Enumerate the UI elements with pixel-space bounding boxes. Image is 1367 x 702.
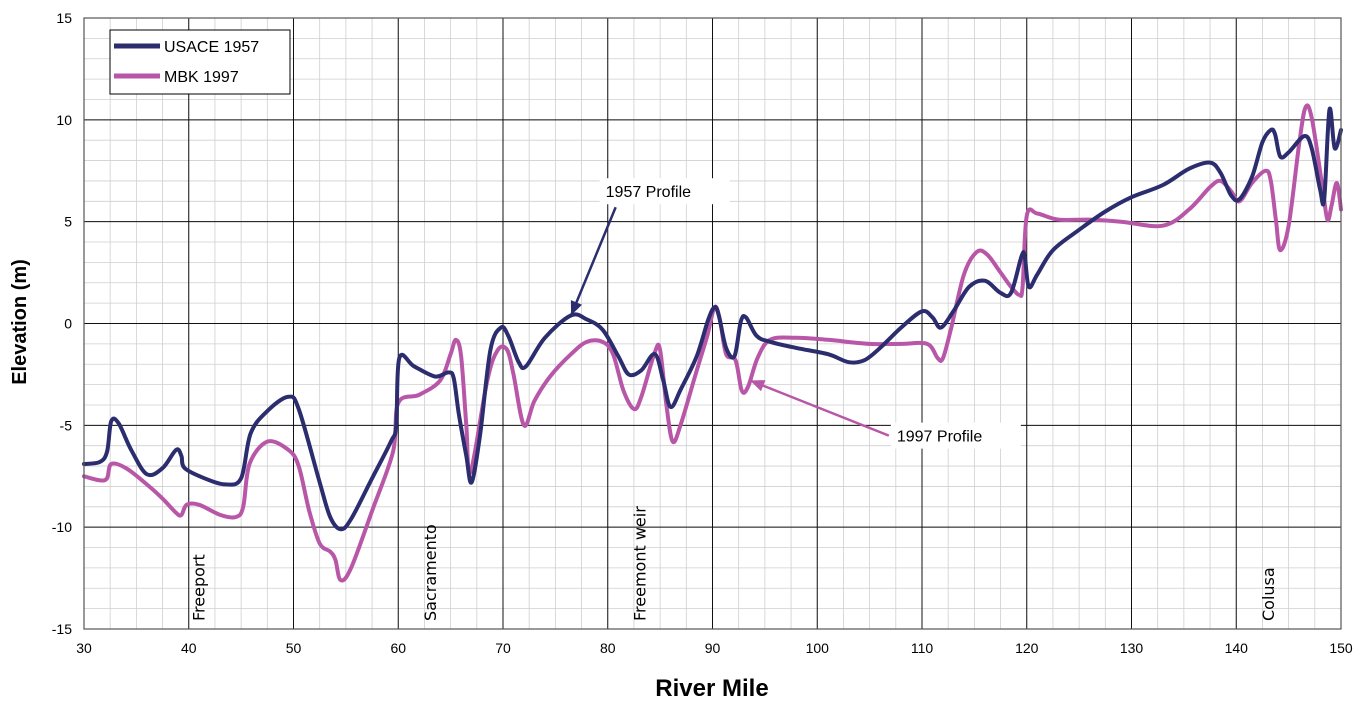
annotations: 1957 Profile 1997 Profile: [569, 178, 1021, 449]
x-axis-title: River Mile: [655, 675, 768, 702]
x-tick-label: 110: [911, 640, 934, 656]
place-label: Freeport: [189, 554, 208, 621]
place-label: Sacramento: [421, 524, 440, 621]
series-line-mbk-1997: [82, 103, 1343, 583]
annotation-label: 1997 Profile: [897, 429, 982, 446]
annotation-bg: [599, 178, 730, 205]
place-label: Colusa: [1259, 567, 1278, 621]
annotation-arrowhead: [570, 300, 582, 316]
annotation-arrowhead: [750, 380, 766, 392]
legend: USACE 1957 MBK 1997: [109, 29, 291, 95]
major-gridlines: [83, 17, 1342, 630]
y-tick-label: -10: [52, 519, 72, 535]
y-tick-label: 0: [64, 316, 72, 332]
x-tick-label: 100: [806, 640, 830, 656]
y-axis-title: Elevation (m): [9, 259, 31, 385]
annotation-label: 1957 Profile: [606, 184, 691, 201]
plot-area-frame: [83, 17, 1342, 630]
annotation-bg: [890, 422, 1021, 449]
x-tick-label: 150: [1329, 640, 1353, 656]
x-tick-label: 90: [705, 640, 721, 656]
x-tick-label: 50: [286, 640, 302, 656]
legend-box: [109, 29, 291, 95]
annotation-arrow-line: [569, 206, 617, 316]
x-tick-label: 70: [495, 640, 511, 656]
legend-label-usace-1957: USACE 1957: [164, 39, 259, 56]
y-tick-label: -15: [52, 621, 72, 637]
legend-label-mbk-1997: MBK 1997: [164, 69, 239, 86]
x-tick-label: 140: [1225, 640, 1249, 656]
y-tick-label: 15: [56, 10, 72, 26]
series-line-usace-1957: [82, 106, 1343, 532]
x-tick-label: 130: [1120, 640, 1144, 656]
y-tick-label: 10: [56, 112, 72, 128]
x-tick-label: 120: [1015, 640, 1039, 656]
x-axis-tick-labels: 30 40 50 60 70 80 90 100 110 120 130 140 150: [76, 640, 1353, 656]
series-layer: [82, 103, 1343, 583]
x-tick-label: 60: [390, 640, 406, 656]
place-labels: Freeport Sacramento Freemont weir Colusa: [189, 506, 1277, 621]
x-tick-label: 30: [76, 640, 92, 656]
y-axis-tick-labels: -15 -10 -5 0 5 10 15: [52, 10, 72, 637]
y-tick-label: -5: [60, 417, 73, 433]
place-label: Freemont weir: [630, 506, 649, 621]
y-tick-label: 5: [64, 214, 72, 230]
annotation-arrow-line: [749, 379, 890, 437]
x-tick-label: 80: [600, 640, 616, 656]
x-tick-label: 40: [181, 640, 197, 656]
